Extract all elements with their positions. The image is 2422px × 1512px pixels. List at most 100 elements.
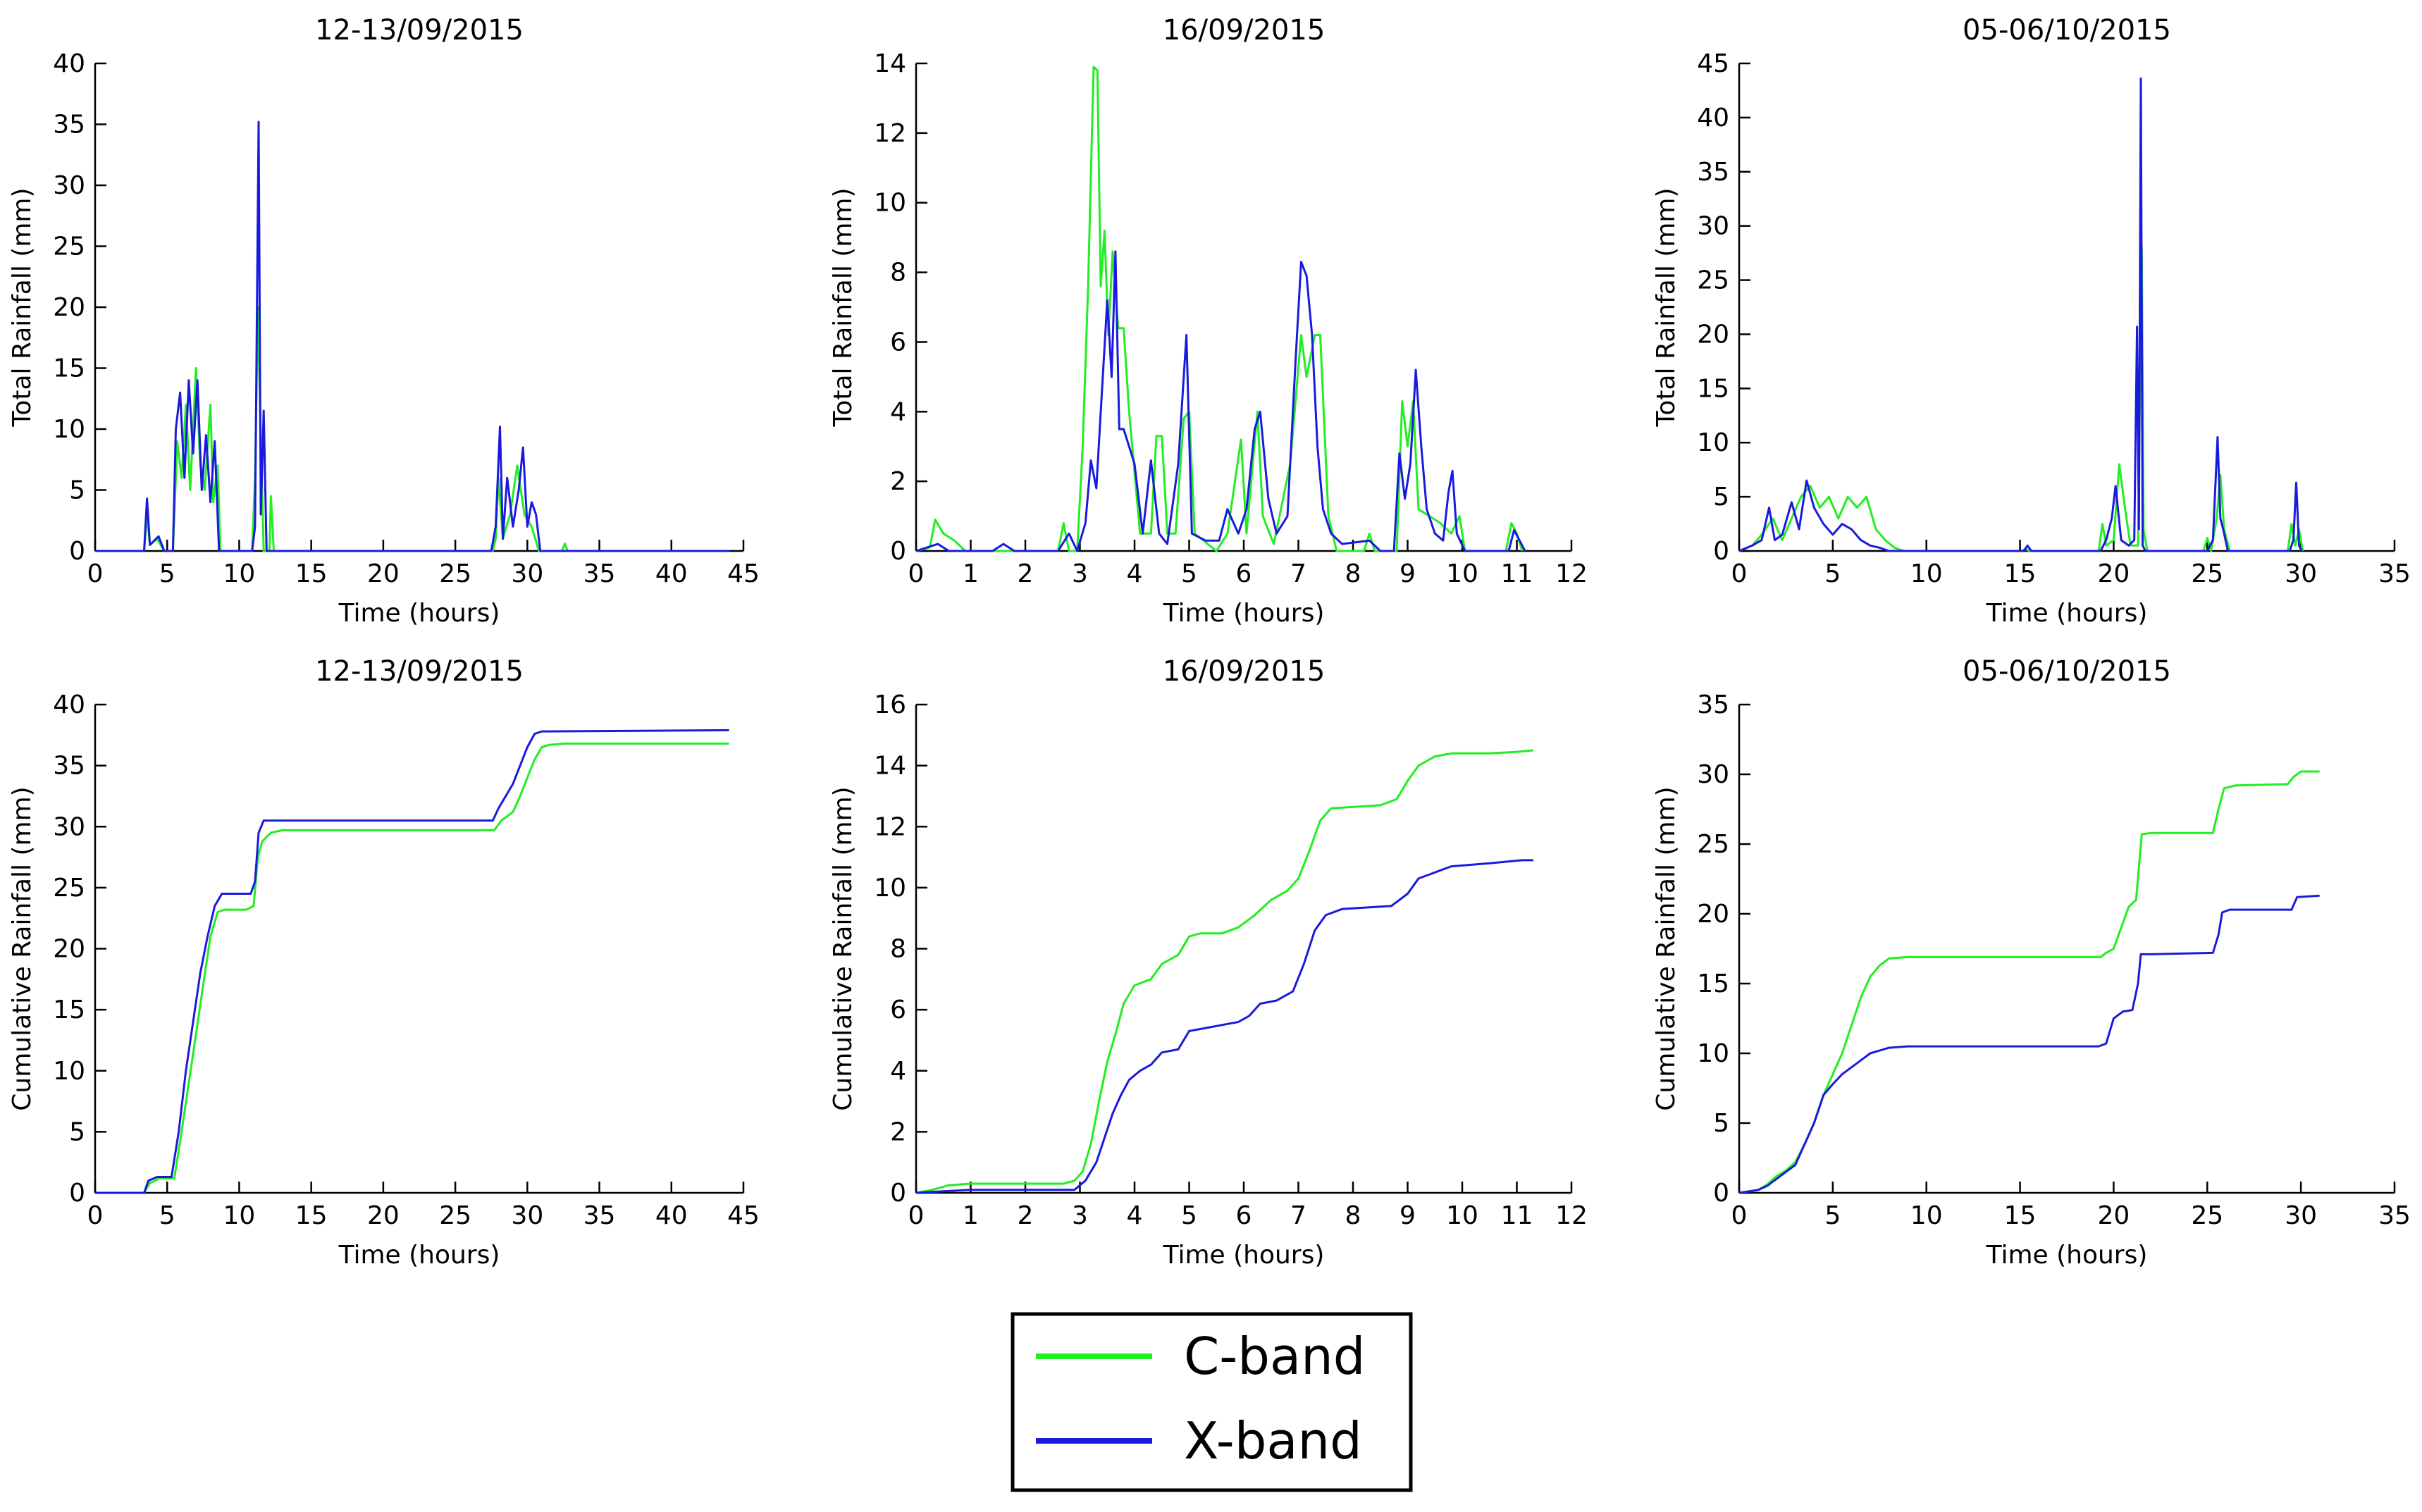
x-tick-label: 15 (2004, 559, 2037, 588)
x-tick-label: 20 (367, 1201, 400, 1230)
y-tick-label: 8 (890, 935, 906, 964)
x-tick-label: 5 (159, 559, 175, 588)
y-tick-label: 25 (1697, 266, 1729, 295)
x-tick-label: 35 (2378, 1201, 2411, 1230)
chart-p6: 0 5 10 15 20 25 30 35 0 5 10 15 20 25 30 35 05-06/10/201… (1652, 655, 2411, 1270)
x-tick-label: 40 (655, 559, 688, 588)
y-tick-label: 30 (1697, 212, 1729, 241)
x-tick-label: 20 (2098, 1201, 2130, 1230)
y-tick-label: 14 (874, 752, 906, 781)
y-tick-label: 4 (890, 397, 906, 426)
y-tick-label: 14 (874, 49, 906, 78)
y-tick-label: 12 (874, 812, 906, 841)
x-tick-label: 30 (2285, 559, 2317, 588)
y-tick-label: 15 (1697, 374, 1729, 403)
series-line-x-band (95, 729, 729, 1194)
x-tick-label: 8 (1345, 559, 1361, 588)
x-tick-label: 10 (1446, 1201, 1478, 1230)
y-tick-label: 40 (1697, 104, 1729, 132)
y-tick-label: 20 (1697, 320, 1729, 349)
x-tick-label: 5 (1181, 1201, 1197, 1230)
x-tick-label: 10 (223, 559, 256, 588)
x-tick-label: 9 (1400, 559, 1416, 588)
chart-p1: 0 5 10 15 20 25 30 35 40 45 0 5 10 15 20 25 30 35 40 12-13/… (8, 14, 760, 628)
legend-box (1011, 1312, 1413, 1492)
x-tick-label: 3 (1072, 1201, 1088, 1230)
x-tick-label: 20 (367, 559, 400, 588)
y-tick-label: 2 (890, 1117, 906, 1146)
x-tick-label: 40 (655, 1201, 688, 1230)
x-tick-label: 11 (1501, 1201, 1533, 1230)
y-tick-label: 35 (1697, 690, 1729, 719)
y-tick-label: 25 (53, 233, 85, 261)
y-tick-label: 10 (874, 874, 906, 903)
x-tick-label: 0 (908, 559, 925, 588)
y-tick-label: 6 (890, 328, 906, 357)
x-tick-label: 15 (2004, 1201, 2037, 1230)
x-tick-label: 35 (583, 1201, 616, 1230)
x-tick-label: 15 (295, 1201, 328, 1230)
chart-title: 12-13/09/2015 (315, 14, 524, 47)
y-axis-label: Total Rainfall (mm) (829, 187, 858, 427)
series-line-x-band (915, 859, 1533, 1194)
x-tick-label: 10 (223, 1201, 256, 1230)
x-axis-label: Time (hours) (1986, 599, 2148, 628)
y-tick-label: 35 (53, 752, 85, 781)
y-tick-label: 12 (874, 119, 906, 148)
y-tick-label: 5 (1713, 1109, 1729, 1138)
y-tick-label: 30 (53, 812, 85, 841)
y-axis-label: Cumulative Rainfall (mm) (8, 786, 37, 1110)
x-tick-label: 8 (1345, 1201, 1361, 1230)
y-tick-label: 8 (890, 259, 906, 287)
chart-p5: 0 1 2 3 4 5 6 7 8 9 10 11 12024681012141616/09/2015T… (829, 655, 1588, 1270)
y-tick-label: 40 (53, 49, 85, 78)
y-tick-label: 15 (53, 996, 85, 1024)
legend-label: X-band (1184, 1411, 1362, 1470)
series-line-c-band (915, 749, 1533, 1194)
x-tick-label: 7 (1290, 559, 1306, 588)
y-tick-label: 20 (53, 293, 85, 322)
series-line-c-band (95, 742, 729, 1194)
y-tick-label: 15 (53, 354, 85, 383)
y-tick-label: 5 (1713, 483, 1729, 512)
y-tick-label: 35 (1697, 158, 1729, 187)
series-line-c-band (1738, 770, 2320, 1194)
y-axis-label: Total Rainfall (mm) (8, 187, 37, 427)
x-tick-label: 0 (1731, 559, 1748, 588)
y-axis-label: Cumulative Rainfall (mm) (1652, 786, 1681, 1110)
y-tick-label: 40 (53, 690, 85, 719)
y-tick-label: 4 (890, 1057, 906, 1086)
series-line-x-band (1738, 894, 2320, 1194)
chart-title: 05-06/10/2015 (1963, 14, 2171, 47)
x-tick-label: 25 (2191, 1201, 2223, 1230)
x-tick-label: 9 (1400, 1201, 1416, 1230)
series-line-c-band (95, 306, 729, 552)
y-tick-label: 0 (1713, 537, 1729, 566)
y-tick-label: 10 (874, 189, 906, 218)
y-axis-label: Cumulative Rainfall (mm) (829, 786, 858, 1110)
y-tick-label: 35 (53, 111, 85, 140)
series-line-c-band (915, 66, 1524, 552)
x-tick-label: 7 (1290, 1201, 1306, 1230)
x-tick-label: 0 (87, 559, 104, 588)
y-tick-label: 5 (69, 1117, 85, 1146)
y-tick-label: 10 (53, 415, 85, 444)
series-line-c-band (1738, 246, 2304, 552)
legend-label: C-band (1184, 1327, 1365, 1386)
x-tick-label: 0 (87, 1201, 104, 1230)
x-tick-label: 6 (1236, 559, 1252, 588)
x-tick-label: 12 (1555, 559, 1588, 588)
y-tick-label: 30 (53, 171, 85, 200)
chart-p2: 0 1 2 3 4 5 6 7 8 9 10 11 120246810121416/09/2015Tim… (829, 14, 1588, 628)
series-line-x-band (95, 120, 729, 552)
y-tick-label: 0 (1713, 1179, 1729, 1208)
chart-title: 05-06/10/2015 (1963, 655, 2171, 688)
y-tick-label: 25 (53, 874, 85, 903)
x-axis-label: Time (hours) (338, 599, 500, 628)
x-tick-label: 25 (2191, 559, 2223, 588)
x-tick-label: 4 (1127, 559, 1143, 588)
x-tick-label: 0 (908, 1201, 925, 1230)
y-tick-label: 20 (1697, 900, 1729, 929)
y-tick-label: 45 (1697, 49, 1729, 78)
